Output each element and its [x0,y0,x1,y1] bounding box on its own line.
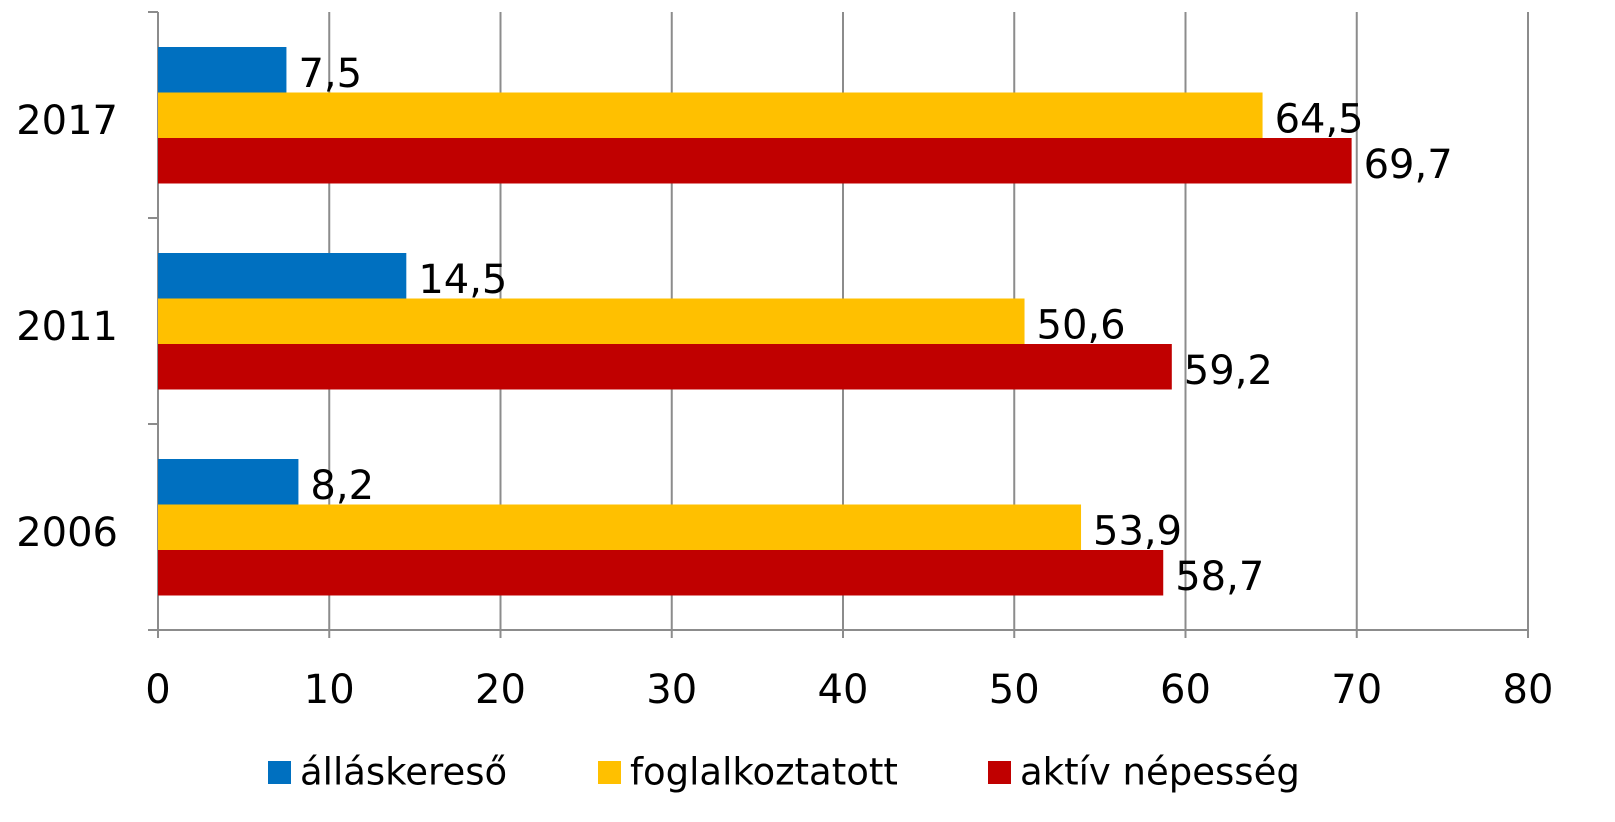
y-tick-label: 2006 [16,510,118,556]
value-label: 50,6 [1037,302,1126,348]
legend-swatch [988,761,1011,784]
x-tick-label: 70 [1331,667,1382,713]
bar [158,344,1172,390]
x-tick-label: 50 [989,667,1040,713]
bar [158,298,1025,344]
legend-swatch [268,761,291,784]
bar [158,504,1082,550]
x-tick-label: 0 [145,667,170,713]
value-label: 53,9 [1093,508,1182,554]
x-tick-label: 60 [1160,667,1211,713]
legend-label: foglalkoztatott [630,751,898,794]
bar [158,92,1263,138]
value-label: 69,7 [1364,142,1453,188]
legend-label: aktív népesség [1020,751,1300,794]
x-tick-label: 30 [646,667,697,713]
bar [158,138,1352,184]
x-tick-label: 80 [1503,667,1554,713]
legend-label: álláskereső [300,751,507,794]
x-tick-label: 20 [475,667,526,713]
bar [158,47,287,93]
legend-swatch [598,761,621,784]
x-tick-label: 10 [304,667,355,713]
bar [158,459,299,505]
y-tick-label: 2011 [16,304,118,350]
bar [158,253,407,299]
value-label: 59,2 [1184,348,1273,394]
y-tick-label: 2017 [16,98,118,144]
value-label: 14,5 [418,257,507,303]
bar [158,550,1164,596]
value-label: 58,7 [1175,554,1264,600]
legend: álláskereső foglalkoztatott aktív népesség [268,751,1300,794]
x-tick-label: 40 [818,667,869,713]
value-label: 8,2 [310,463,374,509]
value-label: 64,5 [1275,96,1364,142]
value-label: 7,5 [298,51,362,97]
